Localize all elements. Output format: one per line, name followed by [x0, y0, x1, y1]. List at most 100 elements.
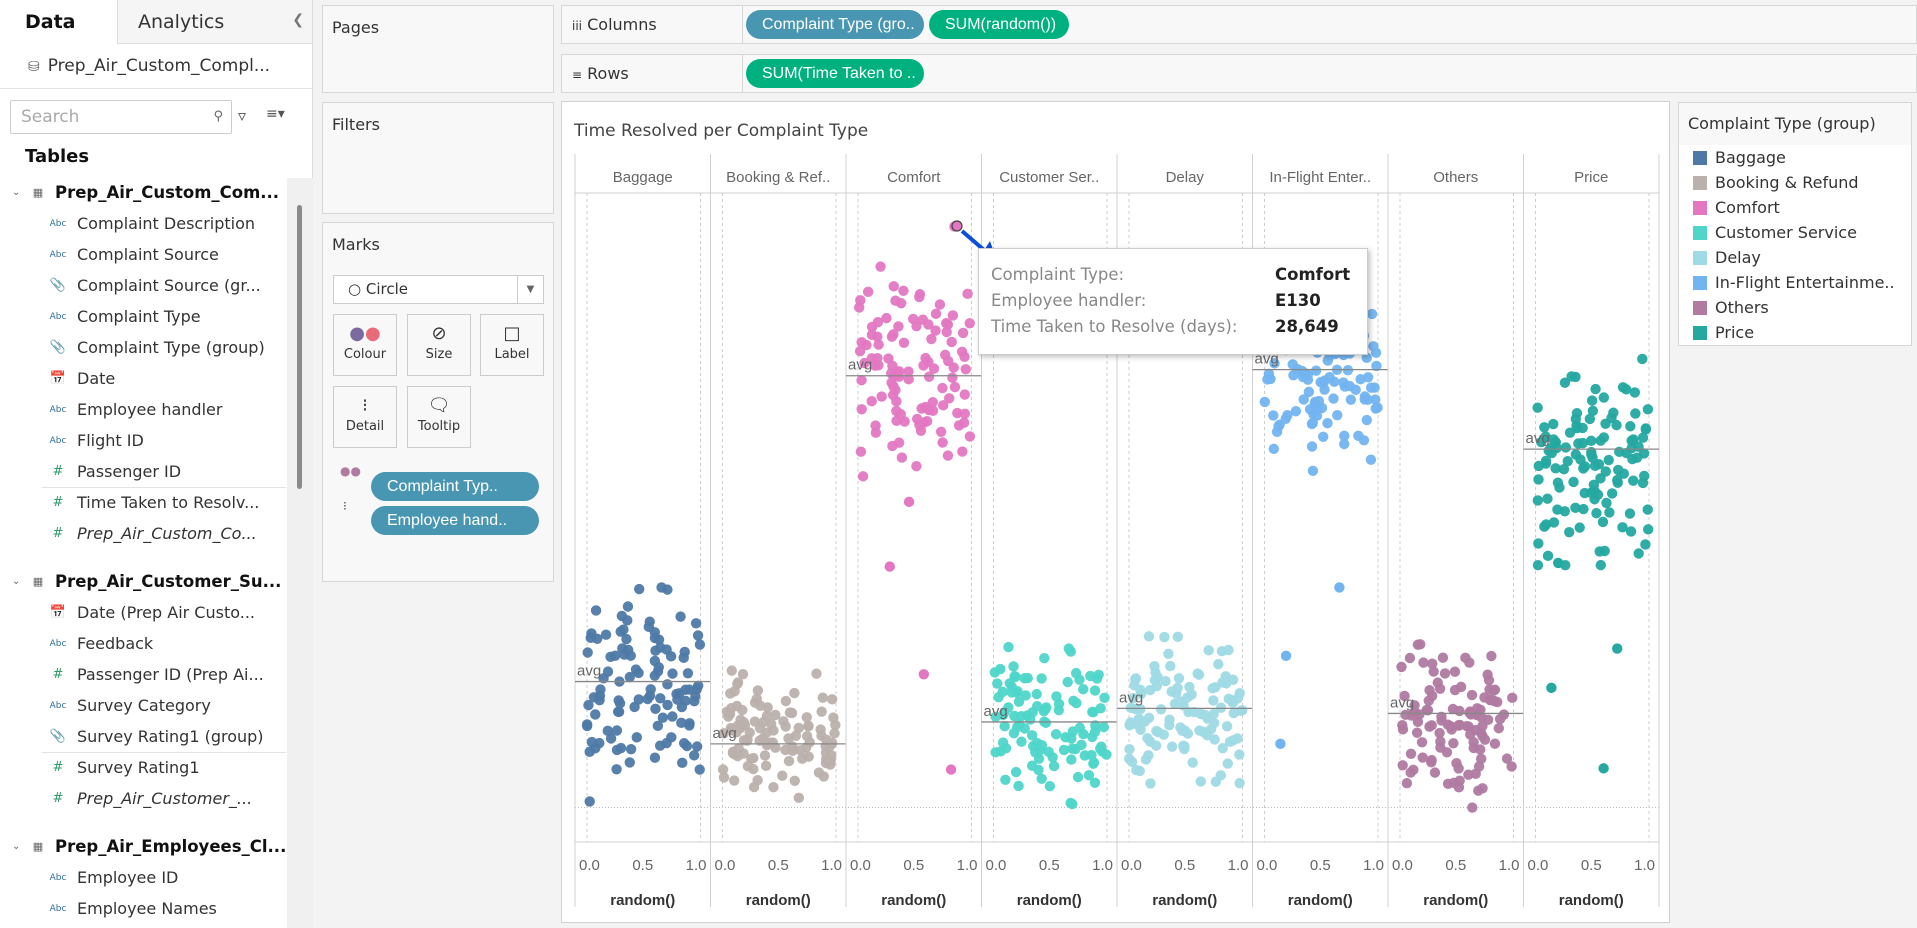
data-point[interactable] — [1482, 669, 1493, 680]
data-point[interactable] — [815, 724, 826, 735]
data-point[interactable] — [930, 325, 941, 336]
data-point[interactable] — [918, 669, 930, 680]
data-point[interactable] — [1303, 386, 1315, 398]
data-point[interactable] — [919, 417, 930, 428]
data-point[interactable] — [1564, 427, 1576, 438]
data-point[interactable] — [1546, 682, 1557, 694]
data-point[interactable] — [873, 360, 884, 371]
data-point[interactable] — [611, 744, 623, 756]
data-point[interactable] — [1044, 781, 1056, 792]
data-point[interactable] — [643, 621, 655, 633]
data-point[interactable] — [594, 737, 605, 749]
data-point[interactable] — [1562, 456, 1573, 467]
data-point[interactable] — [590, 605, 602, 616]
data-point[interactable] — [1590, 383, 1601, 395]
data-point[interactable] — [1234, 687, 1246, 699]
data-point[interactable] — [634, 583, 645, 595]
data-point[interactable] — [856, 375, 867, 386]
data-point[interactable] — [653, 634, 665, 645]
data-point[interactable] — [1322, 355, 1333, 366]
data-point[interactable] — [590, 709, 601, 720]
data-point[interactable] — [1439, 668, 1451, 679]
data-point[interactable] — [731, 727, 742, 738]
data-point[interactable] — [1265, 373, 1276, 385]
data-point[interactable] — [995, 746, 1007, 757]
data-point[interactable] — [1437, 652, 1449, 663]
data-point[interactable] — [903, 366, 914, 377]
data-point[interactable] — [1006, 687, 1017, 698]
data-point[interactable] — [962, 288, 973, 300]
data-point[interactable] — [1542, 550, 1554, 562]
data-point[interactable] — [1158, 729, 1169, 740]
data-point[interactable] — [1074, 674, 1085, 685]
data-point[interactable] — [1620, 384, 1632, 395]
data-point[interactable] — [1036, 673, 1047, 684]
data-point[interactable] — [584, 796, 595, 807]
data-point[interactable] — [1418, 657, 1429, 668]
data-point[interactable] — [1488, 685, 1499, 696]
data-point[interactable] — [1533, 460, 1544, 472]
data-point[interactable] — [1464, 657, 1475, 668]
legend-item[interactable]: Booking & Refund — [1679, 170, 1911, 195]
data-point[interactable] — [732, 678, 743, 690]
data-point[interactable] — [649, 655, 661, 667]
data-point[interactable] — [1362, 394, 1373, 405]
data-point[interactable] — [1008, 727, 1020, 739]
data-point[interactable] — [1574, 522, 1585, 533]
data-point[interactable] — [1637, 353, 1648, 365]
data-point[interactable] — [584, 746, 595, 758]
data-point[interactable] — [884, 561, 895, 572]
data-point[interactable] — [1566, 371, 1577, 382]
data-point[interactable] — [581, 719, 593, 730]
data-point[interactable] — [1280, 650, 1292, 662]
data-point[interactable] — [997, 737, 1009, 748]
data-point[interactable] — [694, 764, 705, 775]
data-point[interactable] — [959, 351, 970, 363]
data-point[interactable] — [1062, 676, 1073, 688]
colour-button[interactable]: ●● Colour — [333, 314, 397, 376]
data-point[interactable] — [875, 261, 886, 272]
data-point[interactable] — [1595, 559, 1606, 571]
data-point[interactable] — [1280, 413, 1291, 425]
data-point[interactable] — [1445, 721, 1456, 732]
data-point[interactable] — [1593, 459, 1605, 470]
filters-shelf[interactable]: Filters — [322, 102, 554, 214]
data-point[interactable] — [1043, 746, 1054, 758]
data-point[interactable] — [801, 712, 812, 723]
data-point[interactable] — [1020, 690, 1031, 701]
data-point[interactable] — [1448, 738, 1459, 749]
data-point[interactable] — [1429, 767, 1441, 778]
data-point[interactable] — [780, 695, 792, 707]
pane-header[interactable]: Customer Ser.. — [999, 169, 1099, 186]
data-point[interactable] — [1532, 495, 1544, 506]
data-point[interactable] — [1642, 504, 1653, 515]
data-point[interactable] — [657, 712, 669, 723]
data-point[interactable] — [1449, 666, 1461, 677]
colour-legend[interactable]: Complaint Type (group) Baggage Booking & … — [1678, 102, 1912, 346]
data-point[interactable] — [866, 329, 878, 341]
data-point[interactable] — [1370, 347, 1382, 358]
tab-analytics[interactable]: Analytics — [117, 0, 312, 44]
data-point[interactable] — [1397, 760, 1408, 771]
data-point[interactable] — [1019, 673, 1030, 684]
data-point[interactable] — [1585, 487, 1597, 499]
data-point[interactable] — [1426, 720, 1437, 731]
data-point[interactable] — [1151, 680, 1163, 692]
data-point[interactable] — [1542, 493, 1553, 504]
legend-item[interactable]: In-Flight Entertainme.. — [1679, 270, 1911, 295]
data-point[interactable] — [1423, 695, 1434, 706]
data-point[interactable] — [856, 404, 867, 415]
data-point[interactable] — [826, 750, 837, 761]
data-point[interactable] — [1135, 724, 1146, 735]
data-point[interactable] — [1571, 408, 1583, 419]
data-point[interactable] — [938, 400, 949, 411]
data-point[interactable] — [1040, 717, 1052, 729]
data-point[interactable] — [746, 753, 757, 764]
data-point[interactable] — [960, 364, 971, 375]
data-point[interactable] — [1618, 468, 1630, 479]
data-point[interactable] — [1063, 643, 1075, 654]
data-point[interactable] — [1227, 674, 1239, 685]
data-point[interactable] — [957, 327, 969, 339]
detail-pill[interactable]: Employee hand.. — [371, 506, 539, 535]
data-point[interactable] — [949, 381, 961, 393]
